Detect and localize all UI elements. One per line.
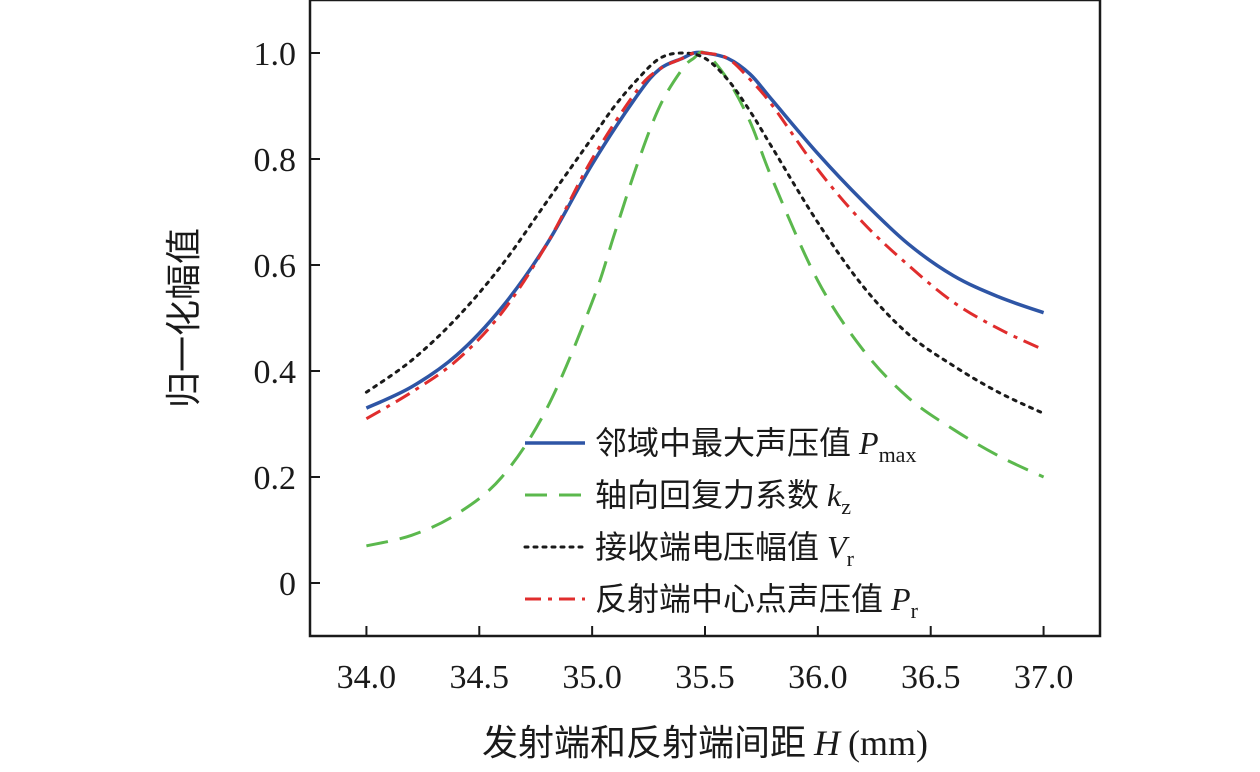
- legend-label: 反射端中心点声压值 Pr: [595, 580, 919, 623]
- series-vr-line: [364, 51, 1046, 415]
- legend-label-text: 接收端电压幅值: [595, 528, 819, 566]
- legend-label-text: 轴向回复力系数: [595, 476, 819, 514]
- x-axis-label-text: 发射端和反射端间距: [482, 723, 806, 764]
- y-tick-label: 0.6: [254, 248, 297, 285]
- x-tick-label: 36.0: [788, 659, 848, 696]
- y-tick-label: 0.4: [254, 354, 297, 391]
- y-tick-label: 0.8: [254, 142, 297, 179]
- series-lines: [364, 50, 1046, 548]
- x-axis-ticks: 34.0 34.5 35.0 35.5 36.0 36.5 37.0: [337, 626, 1074, 696]
- legend-item-pr: 反射端中心点声压值 Pr: [525, 580, 919, 623]
- x-tick-label: 35.0: [562, 659, 622, 696]
- x-tick-label: 34.5: [450, 659, 510, 696]
- legend-label-subscript: max: [879, 442, 917, 467]
- legend-label: 邻域中最大声压值 Pmax: [595, 424, 916, 467]
- legend-label-var: V: [827, 529, 850, 565]
- x-tick-label: 34.0: [337, 659, 397, 696]
- y-tick-label: 1.0: [254, 36, 297, 73]
- legend-label: 轴向回复力系数 kz: [595, 476, 851, 519]
- series-pr-line: [365, 50, 1045, 420]
- x-tick-label: 37.0: [1014, 659, 1074, 696]
- legend-label: 接收端电压幅值 Vr: [595, 528, 855, 571]
- legend-label-subscript: r: [911, 598, 919, 623]
- x-axis-label: 发射端和反射端间距 H (mm): [482, 723, 928, 764]
- legend-label-text: 邻域中最大声压值: [595, 424, 851, 462]
- legend-item-vr: 接收端电压幅值 Vr: [523, 528, 855, 571]
- legend-label-subscript: z: [841, 494, 851, 519]
- legend-label-text: 反射端中心点声压值: [595, 580, 883, 618]
- y-axis-label: 归一化幅值: [164, 228, 205, 408]
- series-kz-line: [366, 50, 1045, 548]
- x-axis-label-var: H: [813, 723, 842, 763]
- y-axis-ticks: 0 0.2 0.4 0.6 0.8 1.0: [254, 36, 320, 603]
- x-tick-label: 36.5: [901, 659, 961, 696]
- legend-label-var: P: [890, 581, 911, 617]
- series-pmax-line: [365, 50, 1045, 410]
- legend-item-pmax: 邻域中最大声压值 Pmax: [525, 424, 916, 467]
- y-tick-label: 0: [279, 566, 296, 603]
- y-tick-label: 0.2: [254, 460, 297, 497]
- x-tick-label: 35.5: [675, 659, 735, 696]
- legend-item-kz: 轴向回复力系数 kz: [525, 476, 851, 519]
- legend-label-var: k: [827, 477, 842, 513]
- legend-label-var: P: [858, 425, 879, 461]
- x-axis-label-unit: (mm): [848, 723, 928, 763]
- legend-label-subscript: r: [847, 546, 855, 571]
